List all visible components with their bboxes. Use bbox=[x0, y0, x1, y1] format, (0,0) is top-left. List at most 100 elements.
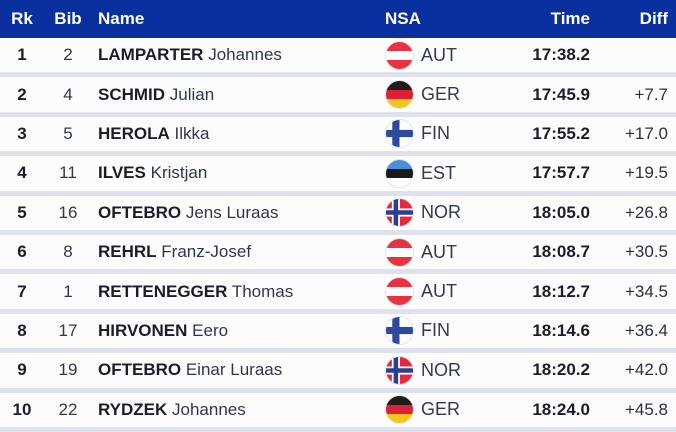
rank-cell: 6 bbox=[17, 242, 27, 262]
rank-cell: 8 bbox=[17, 320, 27, 340]
diff-cell: +26.8 bbox=[624, 202, 668, 222]
time-cell: 18:12.7 bbox=[532, 281, 590, 301]
athlete-given-name: Jens Luraas bbox=[185, 202, 279, 222]
bib-cell: 22 bbox=[58, 399, 78, 419]
athlete-given-name: Johannes bbox=[172, 399, 246, 419]
name-cell: LAMPARTER Johannes bbox=[92, 45, 385, 65]
name-cell: OFTEBRO Jens Luraas bbox=[92, 203, 385, 223]
column-header-name: Name bbox=[98, 9, 145, 28]
time-cell: 17:38.2 bbox=[532, 45, 590, 65]
diff-cell: +42.0 bbox=[624, 360, 668, 380]
nsa-code: FIN bbox=[421, 123, 450, 144]
rank-cell: 1 bbox=[17, 45, 27, 65]
diff-cell: +19.5 bbox=[624, 163, 668, 183]
nsa-cell: EST bbox=[385, 158, 465, 188]
nsa-cell: NOR bbox=[385, 355, 465, 385]
athlete-surname: HEROLA bbox=[98, 123, 170, 143]
results-body: 1 2 LAMPARTER Johannes AUT 17:38.2 2 4 SCHMID J… bbox=[0, 38, 676, 432]
name-cell: HIRVONEN Eero bbox=[92, 321, 385, 341]
table-row: 5 16 OFTEBRO Jens Luraas NOR 18:05.0 +26.8 bbox=[0, 195, 676, 235]
athlete-given-name: Julian bbox=[169, 84, 215, 104]
athlete-given-name: Einar Luraas bbox=[185, 360, 283, 380]
table-row: 7 1 RETTENEGGER Thomas AUT 18:12.7 +34.5 bbox=[0, 274, 676, 314]
bib-cell: 8 bbox=[63, 242, 73, 262]
diff-cell: +17.0 bbox=[624, 123, 668, 143]
nsa-code: AUT bbox=[421, 281, 457, 302]
table-row: 4 11 ILVES Kristjan EST 17:57.7 +19.5 bbox=[0, 156, 676, 196]
name-cell: HEROLA Ilkka bbox=[92, 124, 385, 144]
athlete-given-name: Eero bbox=[192, 320, 229, 340]
time-cell: 17:55.2 bbox=[532, 123, 590, 143]
column-header-bib: Bib bbox=[54, 9, 82, 28]
column-header-time: Time bbox=[550, 9, 590, 28]
athlete-surname: SCHMID bbox=[98, 84, 166, 104]
athlete-given-name: Franz-Josef bbox=[161, 242, 252, 262]
bib-cell: 11 bbox=[59, 163, 77, 183]
name-cell: RETTENEGGER Thomas bbox=[92, 282, 385, 302]
athlete-given-name: Thomas bbox=[231, 281, 294, 301]
time-cell: 18:24.0 bbox=[532, 399, 590, 419]
time-cell: 17:45.9 bbox=[532, 84, 590, 104]
table-row: 9 19 OFTEBRO Einar Luraas NOR 18:20.2 +42.0 bbox=[0, 353, 676, 393]
time-cell: 18:05.0 bbox=[532, 202, 590, 222]
nsa-code: AUT bbox=[421, 241, 457, 262]
bib-cell: 17 bbox=[58, 320, 78, 340]
name-cell: ILVES Kristjan bbox=[92, 163, 385, 183]
nsa-code: GER bbox=[421, 84, 461, 105]
rank-cell: 7 bbox=[17, 281, 27, 301]
time-cell: 18:08.7 bbox=[532, 242, 590, 262]
athlete-given-name: Johannes bbox=[208, 45, 282, 65]
column-header-diff: Diff bbox=[639, 9, 668, 28]
rank-cell: 5 bbox=[17, 202, 27, 222]
flag-icon bbox=[385, 119, 414, 149]
bib-cell: 5 bbox=[63, 123, 73, 143]
nsa-code: NOR bbox=[421, 359, 461, 380]
flag-icon bbox=[385, 237, 414, 267]
diff-cell: +7.7 bbox=[634, 84, 668, 104]
athlete-surname: OFTEBRO bbox=[98, 202, 182, 222]
time-cell: 18:20.2 bbox=[532, 360, 590, 380]
diff-cell: +34.5 bbox=[624, 281, 668, 301]
table-row: 2 4 SCHMID Julian GER 17:45.9 +7.7 bbox=[0, 77, 676, 117]
nsa-code: EST bbox=[421, 162, 457, 183]
flag-icon bbox=[385, 198, 414, 228]
athlete-given-name: Kristjan bbox=[150, 163, 208, 183]
nsa-cell: GER bbox=[385, 395, 465, 425]
bib-cell: 16 bbox=[58, 202, 78, 222]
nsa-code: AUT bbox=[421, 44, 457, 65]
nsa-code: FIN bbox=[421, 320, 450, 341]
athlete-surname: RYDZEK bbox=[98, 399, 168, 419]
nsa-cell: NOR bbox=[385, 198, 465, 228]
nsa-cell: FIN bbox=[385, 316, 465, 346]
flag-icon bbox=[385, 80, 414, 110]
time-cell: 17:57.7 bbox=[532, 163, 590, 183]
diff-cell: +36.4 bbox=[624, 320, 668, 340]
table-row: 8 17 HIRVONEN Eero FIN 18:14.6 +36.4 bbox=[0, 313, 676, 354]
bib-cell: 19 bbox=[58, 360, 78, 380]
athlete-surname: HIRVONEN bbox=[98, 320, 188, 340]
name-cell: OFTEBRO Einar Luraas bbox=[92, 360, 385, 380]
bib-cell: 2 bbox=[63, 45, 73, 65]
nsa-code: GER bbox=[421, 399, 461, 420]
nsa-cell: AUT bbox=[385, 40, 465, 70]
column-header-rank: Rk bbox=[11, 9, 33, 28]
column-header-nsa: NSA bbox=[385, 9, 421, 28]
nsa-code: NOR bbox=[421, 202, 461, 223]
rank-cell: 3 bbox=[17, 123, 27, 143]
flag-icon bbox=[385, 395, 414, 425]
name-cell: RYDZEK Johannes bbox=[92, 400, 385, 420]
diff-cell: +45.8 bbox=[624, 399, 668, 419]
flag-icon bbox=[385, 277, 414, 307]
name-cell: SCHMID Julian bbox=[92, 85, 385, 105]
nsa-cell: AUT bbox=[385, 277, 465, 307]
rank-cell: 9 bbox=[17, 360, 27, 380]
nsa-cell: GER bbox=[385, 80, 465, 110]
diff-cell: +30.5 bbox=[624, 242, 668, 262]
rank-cell: 2 bbox=[17, 84, 27, 104]
athlete-surname: REHRL bbox=[98, 242, 157, 262]
rank-cell: 4 bbox=[17, 163, 27, 183]
table-row: 1 2 LAMPARTER Johannes AUT 17:38.2 bbox=[0, 38, 676, 78]
athlete-surname: ILVES bbox=[98, 163, 146, 183]
name-cell: REHRL Franz-Josef bbox=[92, 242, 385, 262]
